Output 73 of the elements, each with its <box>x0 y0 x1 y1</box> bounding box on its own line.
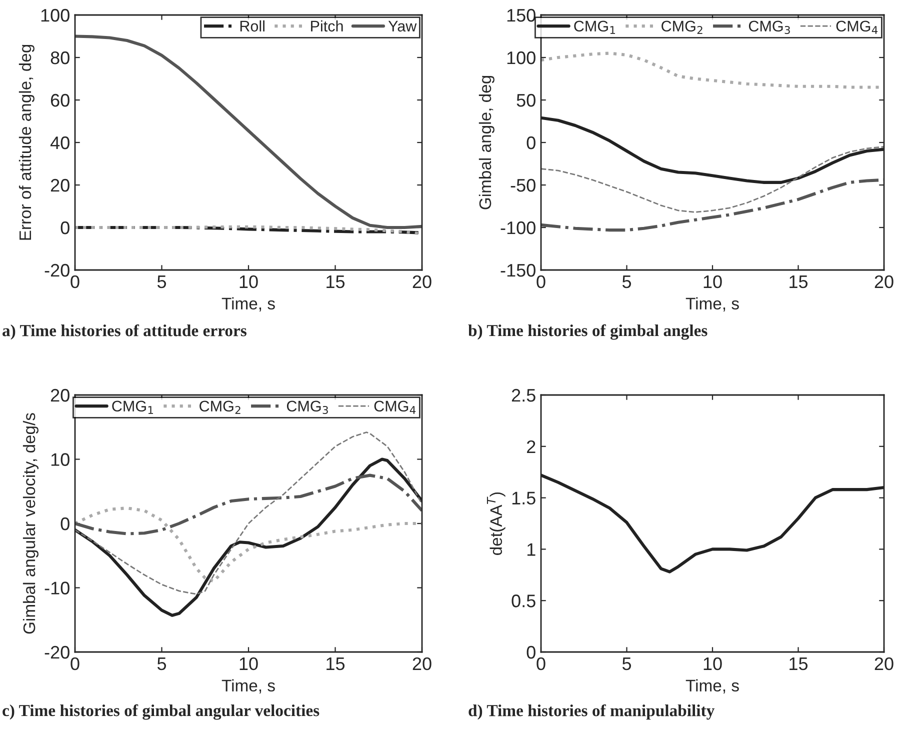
y-tick-label: 150 <box>507 8 536 22</box>
x-tick-label: 20 <box>412 275 432 288</box>
x-tick-label: 15 <box>326 276 345 288</box>
y-tick-label: 0 <box>60 517 70 530</box>
x-tick-label: 15 <box>790 276 808 288</box>
line-series <box>75 506 422 583</box>
y-tick-label: -150 <box>500 264 536 277</box>
line-series <box>75 474 422 536</box>
x-axis-title: Time, s <box>222 679 275 694</box>
x-tick-label: 20 <box>874 275 894 288</box>
y-tick-label: 0 <box>526 136 536 150</box>
y-tick-label: 100 <box>41 8 70 22</box>
y-axis-title: det(AA$^{T}$) <box>486 492 506 555</box>
x-tick-label: 0 <box>70 657 80 670</box>
legend-label: CMG$_{2}$ <box>200 400 240 414</box>
x-axis-title: Time, s <box>222 297 275 312</box>
x-axis-title: Time, s <box>686 679 739 694</box>
y-tick-label: -20 <box>44 646 70 659</box>
legend-label: CMG$_{2}$ <box>662 20 702 34</box>
x-axis-title: Time, s <box>686 297 739 312</box>
line-series <box>541 146 884 213</box>
line-series <box>75 432 422 595</box>
x-tick-label: 20 <box>412 657 432 670</box>
text: a) Time histories of attitude errors <box>2 324 246 340</box>
y-tick-label: 100 <box>507 51 536 64</box>
y-tick-label: 50 <box>516 94 536 107</box>
text: b) Time histories of gimbal angles <box>468 324 708 340</box>
legend-label: Pitch <box>311 20 343 32</box>
y-tick-label: 0.5 <box>512 594 536 608</box>
y-tick-label: 1 <box>527 543 536 556</box>
x-tick-label: 15 <box>790 658 808 670</box>
y-tick-label: 0 <box>60 221 70 234</box>
legend-label: CMG$_{1}$ <box>574 20 616 34</box>
x-tick-label: 20 <box>874 657 894 670</box>
y-tick-label: 20 <box>50 388 70 402</box>
legend-label: Roll <box>240 20 264 32</box>
x-tick-label: 5 <box>622 276 632 288</box>
y-tick-label: 40 <box>50 136 70 150</box>
y-tick-label: 60 <box>50 94 70 107</box>
y-tick-label: -100 <box>500 221 536 234</box>
legend-label: CMG$_{4}$ <box>836 20 878 34</box>
y-axis-title: Gimbal angular velocity, deg/s <box>22 413 38 634</box>
y-tick-label: 2 <box>527 440 536 453</box>
y-tick-label: 80 <box>50 51 70 64</box>
x-tick-label: 0 <box>536 657 546 670</box>
y-tick-label: 1.5 <box>512 492 536 505</box>
x-tick-label: 10 <box>240 657 258 670</box>
y-tick-label: 0 <box>526 646 536 659</box>
x-tick-label: 5 <box>157 276 166 288</box>
y-tick-label: -10 <box>44 582 70 594</box>
x-tick-label: 15 <box>326 658 345 670</box>
legend-label: CMG$_{3}$ <box>286 400 328 414</box>
text: d) Time histories of manipulability <box>468 704 714 720</box>
y-axis-title: Error of attitude angle, deg <box>18 44 34 240</box>
x-tick-label: 10 <box>704 657 722 670</box>
x-tick-label: 5 <box>157 658 166 670</box>
legend-label: CMG$_{4}$ <box>374 400 416 414</box>
legend-label: Yaw <box>388 20 417 32</box>
legend-label: CMG$_{3}$ <box>748 20 790 34</box>
y-tick-label: -20 <box>44 264 70 277</box>
x-tick-label: 0 <box>70 275 80 288</box>
text: c) Time histories of gimbal angular velocities <box>2 704 320 720</box>
y-tick-label: 20 <box>50 178 70 192</box>
legend-label: CMG$_{1}$ <box>112 400 154 414</box>
x-tick-label: 10 <box>704 275 722 288</box>
x-tick-label: 5 <box>622 658 632 670</box>
line-series <box>75 34 422 230</box>
y-tick-label: 2.5 <box>512 388 536 402</box>
y-tick-label: -50 <box>510 178 536 192</box>
y-tick-label: 10 <box>51 453 70 466</box>
x-tick-label: 0 <box>536 275 546 288</box>
y-axis-title: Gimbal angle, deg <box>478 76 494 210</box>
x-tick-label: 10 <box>240 275 258 288</box>
